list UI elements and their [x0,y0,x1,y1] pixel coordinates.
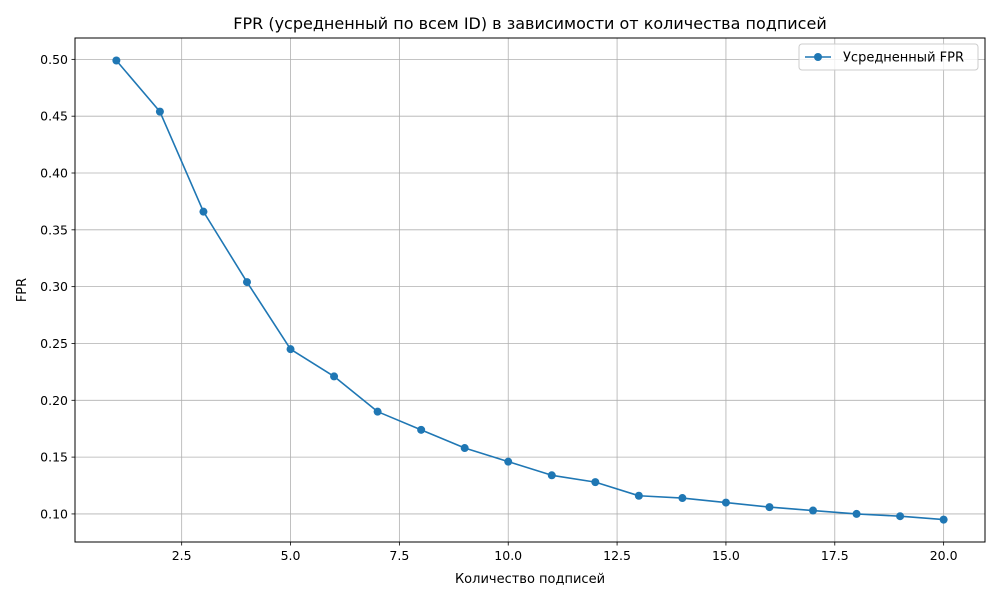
legend: Усредненный FPR [798,43,979,71]
y-tick-label: 0.30 [40,279,68,294]
y-tick-label: 0.40 [40,166,68,181]
data-point [373,407,382,416]
plot-frame [74,37,986,543]
y-tick-label: 0.25 [40,336,68,351]
y-tick-label: 0.45 [40,109,68,124]
data-point [852,509,861,518]
data-point [330,372,339,381]
data-point [896,512,905,521]
data-point [634,491,643,500]
data-point [939,515,948,524]
grid [75,38,985,542]
data-point [765,503,774,512]
y-tick-label: 0.50 [40,52,68,67]
x-axis-label: Количество подписей [455,572,605,587]
data-point [286,345,295,354]
x-tick-label: 7.5 [389,548,409,563]
axis-ticks: 2.5 5.0 7.5 10.0 12.5 15.0 17.5 20.0 0.10 0.15 0.2… [40,52,957,563]
y-tick-label: 0.20 [40,393,68,408]
y-tick-label: 0.15 [40,450,68,465]
data-point [809,506,818,515]
y-tick-label: 0.35 [40,222,68,237]
x-tick-label: 20.0 [930,548,958,563]
chart-title: FPR (усредненный по всем ID) в зависимос… [233,14,826,33]
data-point [242,278,251,287]
series-line [115,59,944,521]
data-point [678,494,687,503]
legend-label: Усредненный FPR [843,51,964,66]
x-tick-label: 15.0 [712,548,740,563]
x-tick-label: 10.0 [494,548,522,563]
data-point [460,444,469,453]
y-tick-label: 0.10 [40,506,68,521]
data-point [504,457,513,466]
legend-marker-swatch [814,53,822,61]
series-layer [112,56,948,524]
data-point [155,107,164,116]
data-point [417,425,426,434]
data-point [591,478,600,487]
y-axis-label: FPR [15,278,30,302]
x-tick-label: 12.5 [603,548,631,563]
data-point [199,207,208,216]
data-point [721,498,730,507]
data-point [112,56,121,65]
x-tick-label: 2.5 [172,548,192,563]
x-tick-label: 17.5 [821,548,849,563]
x-tick-label: 5.0 [281,548,301,563]
data-point [547,471,556,480]
legend-box [798,43,979,71]
